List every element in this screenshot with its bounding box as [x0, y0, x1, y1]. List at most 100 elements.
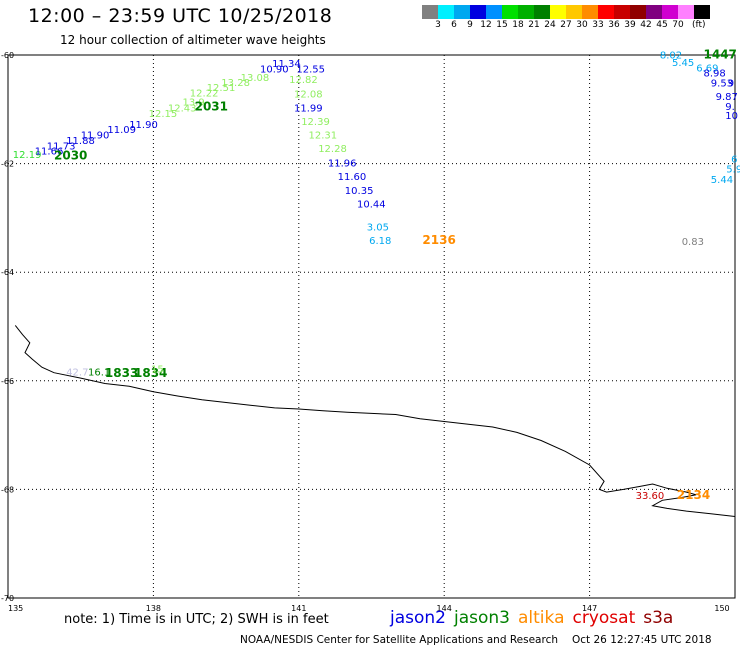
latitude-tick-label: -62: [1, 160, 14, 169]
legend-swatch: [438, 5, 454, 19]
longitude-tick-label: 138: [146, 604, 161, 613]
legend-tick-label: 15: [496, 20, 508, 30]
legend-swatch: [662, 5, 678, 19]
legend-unit: (ft): [692, 20, 706, 30]
legend-tick-label: 42: [640, 20, 652, 30]
satellite-cryosat-label: cryosat: [572, 608, 636, 628]
wave-height-label: 12.51: [207, 83, 236, 94]
legend-swatch: [422, 5, 438, 19]
pass-time-label: 2031: [195, 99, 228, 113]
legend-swatch: [630, 5, 646, 19]
wave-height-label: 5.45: [672, 58, 694, 69]
legend-tick-label: 12: [480, 20, 492, 30]
latitude-tick-label: -66: [1, 377, 14, 386]
wave-height-label: 11.34: [272, 59, 301, 70]
wave-height-label: 10: [725, 111, 738, 122]
credit-timestamp: Oct 26 12:27:45 UTC 2018: [572, 634, 712, 646]
graticule: [8, 55, 735, 598]
legend-swatch: [678, 5, 694, 19]
latitude-tick-label: -68: [1, 485, 14, 494]
wave-height-label: 12.22: [190, 88, 219, 99]
legend-swatch: [486, 5, 502, 19]
wave-height-label: 11.88: [66, 136, 95, 147]
legend-tick-label: 24: [544, 20, 556, 30]
latitude-tick-label: -64: [1, 268, 14, 277]
wave-height-label: 11.60: [338, 172, 367, 183]
wave-height-label: 11.09: [107, 125, 136, 136]
pass-time-label: 2136: [422, 233, 455, 247]
legend-tick-label: 39: [624, 20, 636, 30]
coastline: [14, 325, 736, 517]
wave-height-label: 13.28: [221, 78, 250, 89]
wave-height-label: 10.90: [260, 64, 289, 75]
wave-height-label: 12.31: [309, 131, 338, 142]
wave-height-label: 15: [151, 365, 164, 376]
wave-height-label: 42.7: [66, 367, 88, 378]
longitude-tick-label: 135: [8, 604, 23, 613]
legend-ticks: (ft) 3 6 9 12 15 18 21 24 27 30 33 36 39 42 45 70: [422, 19, 710, 33]
wave-height-label: 10.35: [345, 186, 374, 197]
wave-height-label: 5.44: [711, 175, 733, 186]
legend-tick-label: 9: [467, 20, 473, 30]
pass-time-label: 1834: [134, 366, 167, 380]
legend-swatch: [550, 5, 566, 19]
legend-tick-label: 30: [576, 20, 588, 30]
wave-height-label: 12.82: [289, 75, 318, 86]
credit-line: NOAA/NESDIS Center for Satellite Applica…: [240, 634, 726, 646]
longitude-tick-label: 141: [291, 604, 306, 613]
legend-swatch: [582, 5, 598, 19]
wave-height-label: 9: [728, 79, 734, 90]
page-title: 12:00 – 23:59 UTC 10/25/2018: [28, 5, 333, 27]
legend-tick-label: 21: [528, 20, 540, 30]
legend-tick-label: 3: [435, 20, 441, 30]
wave-height-label: 11.99: [294, 104, 323, 115]
map-frame: [7, 54, 736, 599]
wave-height-label: 3.05: [367, 222, 389, 233]
wave-height-label: 16.1: [88, 367, 110, 378]
footer-note: note: 1) Time is in UTC; 2) SWH is in fe…: [64, 612, 329, 627]
wave-height-label: 11.73: [47, 142, 76, 153]
wave-height-label: 12.55: [296, 64, 325, 75]
legend-tick-label: 6: [451, 20, 457, 30]
legend-tick-label: 27: [560, 20, 572, 30]
pass-time-label: 1833: [105, 366, 138, 380]
wave-height-label: 11.90: [81, 131, 110, 142]
legend-tick-label: 36: [608, 20, 620, 30]
wave-height-label: 12.43: [168, 104, 197, 115]
wave-height-labels: 12.1911.6611.73203011.8811.9011.0911.901…: [13, 47, 740, 502]
wave-height-label: 11.66: [35, 146, 64, 157]
wave-height-label: 12.08: [294, 89, 323, 100]
legend-tick-label: 18: [512, 20, 524, 30]
color-scale-legend: (ft) 3 6 9 12 15 18 21 24 27 30 33 36 39 42 45 70: [422, 5, 710, 33]
longitude-tick-label: 150: [714, 604, 729, 613]
satellite-jason3-label: jason3: [454, 608, 510, 628]
wave-height-label: 5.9: [726, 164, 740, 175]
latitude-tick-label: -70: [1, 594, 14, 603]
wave-height-label: 8.98: [704, 69, 726, 80]
legend-swatch: [566, 5, 582, 19]
pass-time-label: 2134: [677, 488, 710, 502]
pass-time-label: 1447: [704, 47, 737, 61]
legend-swatch: [502, 5, 518, 19]
legend-swatch: [454, 5, 470, 19]
legend-swatch: [614, 5, 630, 19]
wave-height-label: 9.53: [711, 79, 733, 90]
pass-time-label: 2030: [54, 148, 87, 162]
legend-swatch: [694, 5, 710, 19]
longitude-tick-label: 147: [582, 604, 597, 613]
wave-height-label: 33.60: [636, 491, 665, 502]
satellite-jason2-label: jason2: [390, 608, 446, 628]
legend-swatch: [598, 5, 614, 19]
wave-height-label: 12.15: [149, 109, 178, 120]
wave-height-label: 13.08: [241, 73, 270, 84]
legend-tick-label: 45: [656, 20, 668, 30]
wave-height-label: 6.18: [369, 236, 391, 247]
satellite-s3a-label: s3a: [643, 608, 674, 628]
wave-height-label: 13.9: [183, 98, 205, 109]
wave-height-label: 11.96: [328, 158, 357, 169]
wave-height-label: 8.02: [660, 50, 682, 61]
wave-height-label: 9.: [725, 102, 735, 113]
wave-height-label: 12.39: [301, 117, 330, 128]
wave-height-label: 6: [731, 155, 737, 166]
